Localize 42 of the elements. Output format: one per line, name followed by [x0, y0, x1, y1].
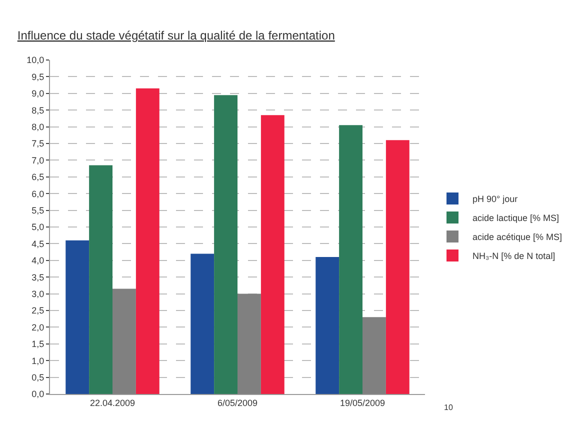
- bar: [339, 125, 362, 394]
- legend-label: pH 90° jour: [472, 194, 518, 204]
- y-tick-label: 2,0: [32, 322, 44, 332]
- legend-label: NH₃-N [% de N total]: [472, 251, 556, 262]
- y-tick-label: 9,5: [32, 72, 44, 82]
- bar: [89, 165, 112, 394]
- y-tick-label: 3,0: [32, 288, 44, 299]
- y-tick-label: 0,5: [32, 372, 44, 382]
- y-tick-label: 2,5: [32, 306, 44, 316]
- bar: [238, 294, 261, 394]
- text: 10: [444, 403, 454, 412]
- y-tick-label: 10,0: [26, 55, 44, 66]
- y-tick-label: 9,0: [32, 88, 44, 99]
- y-tick-label: 8,0: [32, 122, 44, 132]
- bar: [260, 115, 284, 394]
- x-tick-label: 22.04.2009: [90, 398, 136, 408]
- x-tick-label: 6/05/2009: [217, 398, 258, 408]
- y-tick-label: 1,5: [32, 339, 44, 350]
- y-tick-label: 1,0: [32, 356, 44, 366]
- y-tick-label: 5,0: [32, 222, 44, 232]
- y-tick-label: 3,5: [32, 272, 44, 282]
- bar: [66, 240, 90, 394]
- bar: [136, 88, 160, 394]
- y-tick-label: 7,0: [32, 155, 44, 166]
- y-tick-label: 4,0: [32, 256, 44, 266]
- x-tick-label: 19/05/2009: [340, 398, 386, 408]
- bar: [362, 317, 386, 394]
- bar: [386, 140, 410, 394]
- y-tick-label: 5,5: [32, 205, 44, 216]
- y-tick-label: 0,0: [32, 389, 44, 400]
- chart-title: Influence du stade végétatif sur la qualité de la fermentation: [17, 28, 335, 42]
- y-tick-label: 6,0: [32, 188, 44, 199]
- bar: [190, 254, 214, 394]
- legend-label: acide acétique [% MS]: [472, 232, 562, 242]
- y-tick-label: 6,5: [32, 172, 44, 182]
- y-tick-label: 4,5: [32, 238, 44, 249]
- legend-label: acide lactique [% MS]: [472, 213, 560, 224]
- bar: [112, 288, 136, 394]
- y-tick-label: 8,5: [32, 105, 44, 116]
- bar: [214, 95, 238, 394]
- bar: [316, 257, 340, 394]
- y-tick-label: 7,5: [32, 138, 44, 149]
